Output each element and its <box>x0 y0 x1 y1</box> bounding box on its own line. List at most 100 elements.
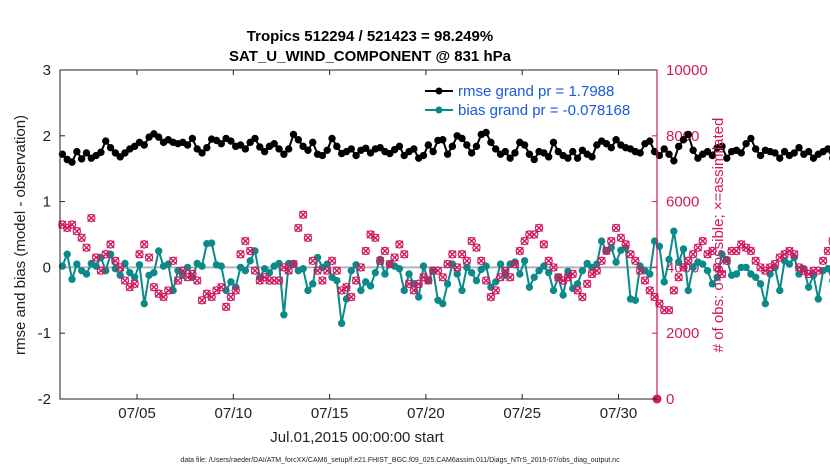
obs-possible-marker <box>140 240 149 249</box>
obs-possible-marker <box>684 256 693 266</box>
rmse-series-point <box>472 142 481 151</box>
obs-possible-marker <box>347 292 356 302</box>
obs-possible-marker <box>82 243 91 252</box>
obs-assimilated-marker <box>501 266 510 275</box>
rmse-series-point <box>102 137 110 145</box>
obs-possible-marker <box>746 246 756 256</box>
obs-assimilated-marker <box>573 286 582 295</box>
obs-assimilated-marker <box>751 256 760 265</box>
rmse-series-point <box>737 149 745 157</box>
obs-possible-marker <box>597 256 606 266</box>
rmse-series-point <box>612 136 620 144</box>
obs-possible-marker <box>414 279 423 289</box>
rmse-series-point <box>68 158 76 166</box>
obs-possible-marker <box>650 292 659 302</box>
rmse-series-point <box>395 142 404 151</box>
obs-assimilated-marker <box>250 266 260 275</box>
bias-series-point <box>337 319 346 328</box>
rmse-series-point <box>607 143 615 152</box>
bias-series-point <box>708 280 717 288</box>
rmse-series-point <box>121 149 129 157</box>
bias-series-point <box>679 245 688 253</box>
rmse-series-point <box>824 145 830 153</box>
obs-assimilated-marker <box>433 266 443 275</box>
obs-possible-marker <box>481 276 491 285</box>
rmse-series-point <box>198 149 206 157</box>
rmse-series-point <box>554 147 563 156</box>
bias-series-point <box>357 286 365 295</box>
obs-assimilated-marker <box>404 279 414 288</box>
rmse-series-point <box>751 145 760 153</box>
rmse-series-point <box>400 151 408 160</box>
obs-possible-marker <box>371 233 380 242</box>
obs-possible-marker <box>467 236 476 246</box>
bias-series-point <box>689 263 697 272</box>
rmse-series-point <box>241 145 250 153</box>
obs-assimilated-marker <box>732 246 741 256</box>
obs-assimilated-marker <box>226 292 236 302</box>
rmse-series-point <box>771 149 779 157</box>
obs-possible-marker <box>265 276 274 285</box>
obs-assimilated-marker <box>746 246 755 256</box>
obs-assimilated-marker <box>178 266 187 275</box>
obs-assimilated-marker <box>385 260 394 269</box>
bias-series-point <box>241 266 250 275</box>
rmse-series-point <box>593 141 601 149</box>
obs-assimilated-marker <box>616 233 625 242</box>
rmse-series-point <box>670 157 678 165</box>
x-tick-label: 07/10 <box>215 405 253 422</box>
bias-series-point <box>135 261 144 269</box>
bias-series-point <box>732 270 741 278</box>
obs-possible-marker <box>515 246 524 256</box>
bias-series-point <box>655 242 664 251</box>
obs-possible-marker <box>751 256 760 266</box>
bias-series-point <box>63 250 71 258</box>
bias-series-point <box>443 280 452 288</box>
bias-series-point <box>126 268 134 277</box>
rmse-series-point <box>106 143 115 152</box>
obs-possible-marker <box>539 240 549 249</box>
bias-series-point <box>670 227 678 235</box>
obs-possible-marker <box>457 250 467 259</box>
obs-possible-marker <box>568 269 577 279</box>
rmse-series-point <box>130 142 139 151</box>
obs-possible-marker <box>674 273 683 282</box>
obs-assimilated-marker <box>130 279 139 288</box>
rmse-series-point <box>58 150 67 158</box>
rmse-series-point <box>723 154 731 162</box>
y2-tick-label: 0 <box>666 391 674 408</box>
obs-possible-marker <box>722 256 732 266</box>
rmse-series-point <box>718 142 726 151</box>
rmse-series-point <box>665 150 673 158</box>
obs-possible-marker <box>356 263 366 272</box>
rmse-series-point <box>251 134 259 143</box>
obs-possible-marker <box>106 240 115 249</box>
obs-assimilated-marker <box>327 256 337 265</box>
obs-assimilated-marker <box>457 250 467 259</box>
bias-series-point <box>246 257 254 265</box>
obs-possible-marker <box>245 246 255 256</box>
rmse-series-point <box>809 154 818 162</box>
obs-assimilated-marker <box>144 253 154 262</box>
chart-subtitle: SAT_U_WIND_COMPONENT @ 831 hPa <box>229 48 512 65</box>
obs-assimilated-marker <box>154 289 163 298</box>
obs-possible-marker <box>438 273 447 282</box>
rmse-series-point <box>655 151 664 160</box>
obs-assimilated-marker <box>164 286 173 295</box>
y2-tick-label: 6000 <box>666 194 699 211</box>
rmse-series-point <box>188 134 197 143</box>
obs-assimilated-marker <box>684 256 693 265</box>
bias-series-point <box>472 276 481 285</box>
rmse-series-point <box>284 145 293 153</box>
obs-possible-marker <box>375 256 385 266</box>
rmse-series-point <box>578 146 587 154</box>
rmse-series-point <box>511 149 519 157</box>
obs-assimilated-marker <box>303 233 313 242</box>
obs-assimilated-marker <box>770 260 780 269</box>
rmse-series-point <box>366 149 375 157</box>
rmse-series-point <box>795 143 803 152</box>
obs-assimilated-marker <box>722 256 731 265</box>
obs-possible-marker <box>698 236 707 246</box>
obs-assimilated-marker <box>255 276 264 285</box>
